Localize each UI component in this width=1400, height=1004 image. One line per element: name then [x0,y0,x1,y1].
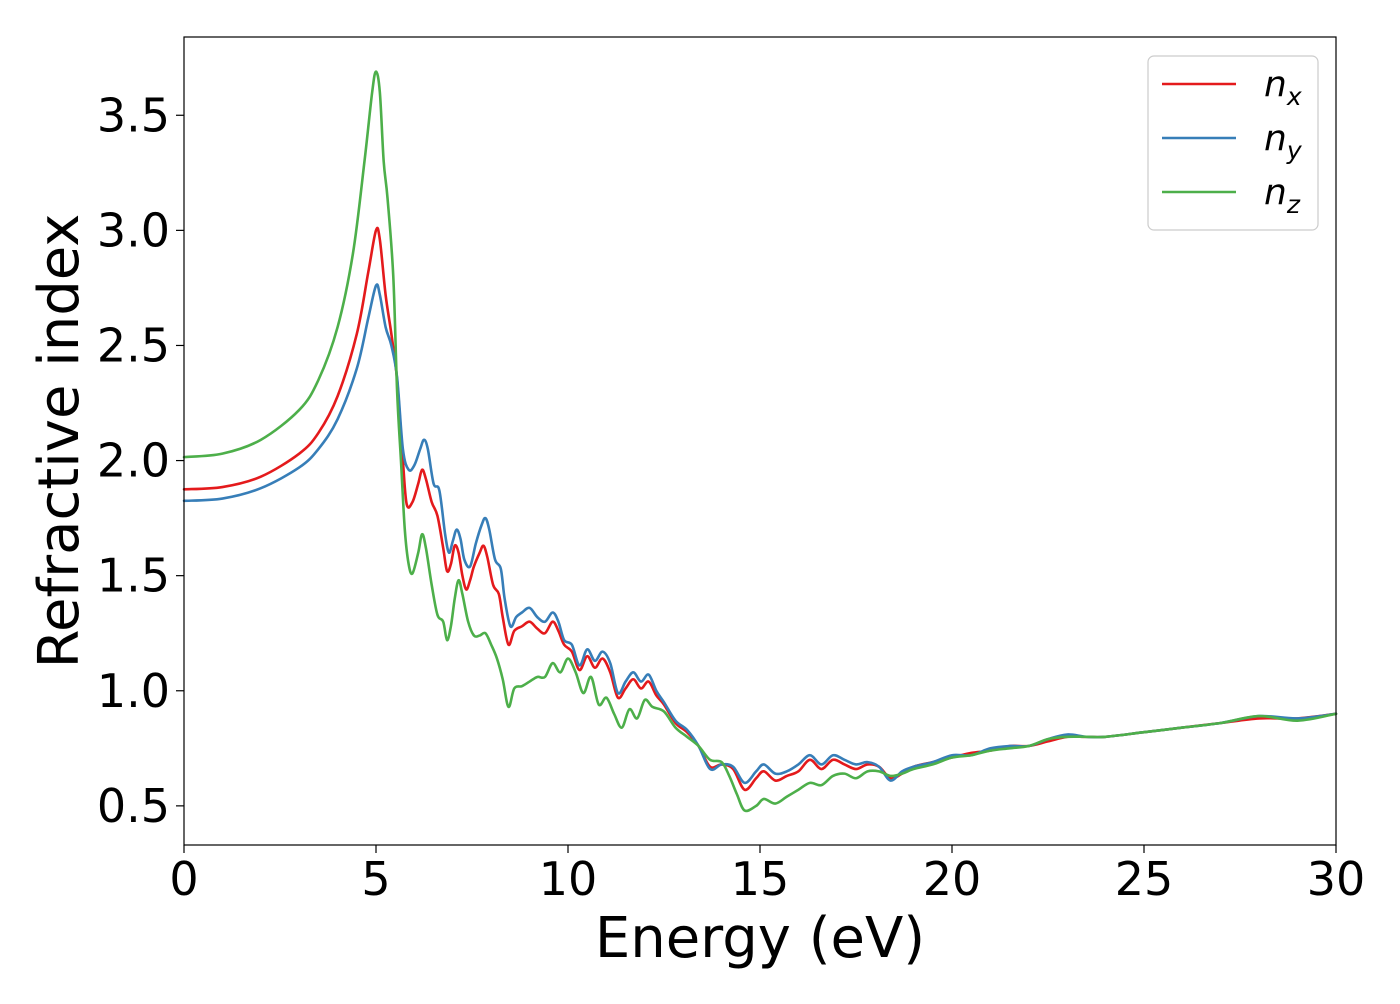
x-axis-ticks: 0 5 10 15 20 25 30 [169,845,1365,906]
x-tick-label: 25 [1115,852,1174,906]
x-tick-label: 10 [539,852,598,906]
legend-label-z: nz [1264,172,1301,219]
y-tick-label: 2.5 [97,318,170,372]
legend-label-x: nx [1264,64,1302,111]
y-tick-label: 3.0 [97,203,170,257]
x-tick-label: 20 [923,852,982,906]
plot-background [184,37,1336,845]
legend-label-base: n [1264,172,1287,213]
legend-label-base: n [1264,64,1287,105]
y-tick-label: 1.0 [97,664,170,718]
legend-label-y: ny [1264,118,1303,165]
legend-label-subscript: x [1286,82,1302,111]
y-axis-title: Refractive index [27,214,92,669]
y-tick-label: 2.0 [97,434,170,488]
legend-label-base: n [1264,118,1287,159]
x-tick-label: 30 [1307,852,1366,906]
legend-label-subscript: y [1286,136,1303,165]
y-tick-label: 0.5 [97,779,170,833]
legend-box [1147,55,1319,231]
x-tick-label: 15 [731,852,790,906]
series-line-z [182,70,1338,813]
legend-label-subscript: z [1286,190,1301,219]
x-tick-label: 5 [361,852,390,906]
y-tick-label: 3.5 [97,88,170,142]
x-axis-title: Energy (eV) [595,906,925,971]
y-tick-label: 1.5 [97,549,170,603]
x-tick-label: 0 [169,852,198,906]
y-axis-ticks: 0.5 1.0 1.5 2.0 2.5 3.0 3.5 [97,88,184,833]
series-line-y [182,283,1338,785]
series-layer [182,70,1338,813]
